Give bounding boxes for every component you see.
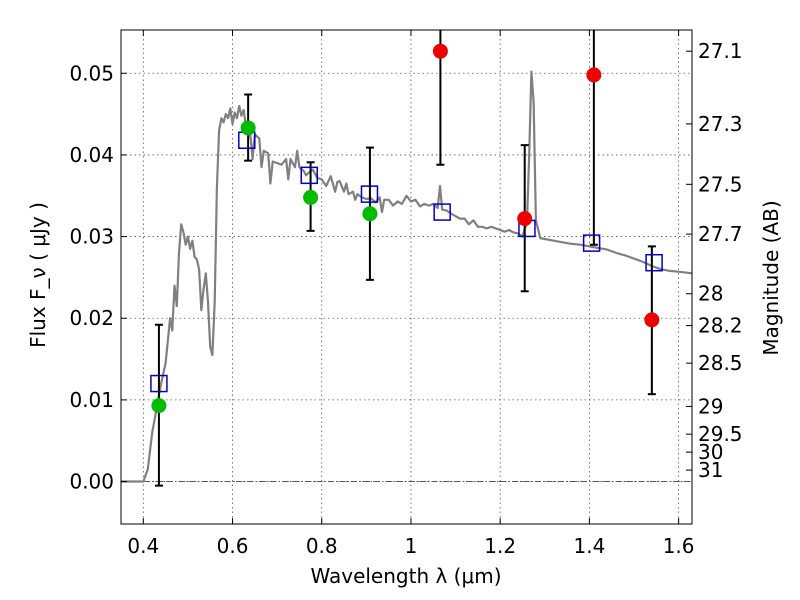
magnitude-tick-label: 31 xyxy=(698,458,723,482)
magnitude-tick-label: 29 xyxy=(698,394,723,418)
x-tick-label: 1.6 xyxy=(663,534,695,558)
observed-flux-marker xyxy=(240,120,256,136)
magnitude-tick-label: 28 xyxy=(698,282,723,306)
magnitude-tick-label: 28.2 xyxy=(698,314,743,338)
x-tick-label: 0.4 xyxy=(127,534,159,558)
x-tick-label: 1 xyxy=(405,534,418,558)
x-tick-label: 0.6 xyxy=(217,534,249,558)
observed-flux-marker xyxy=(151,398,167,414)
y-tick-label: 0.01 xyxy=(69,388,114,412)
model-photometry-marker xyxy=(645,253,663,272)
model-photometry-marker xyxy=(150,374,168,393)
model-photometry-marker xyxy=(582,234,601,252)
model-spectrum-line xyxy=(121,70,693,483)
y-axis-label: Flux F_ν ( μJy ) xyxy=(26,202,50,348)
y-tick-label: 0.00 xyxy=(69,470,114,494)
x-tick-label: 1.2 xyxy=(484,534,516,558)
observed-flux-marker xyxy=(517,211,533,227)
y-tick-label: 0.04 xyxy=(69,143,114,167)
y-tick-label: 0.03 xyxy=(69,225,114,249)
magnitude-tick-label: 27.1 xyxy=(698,39,743,63)
model-spectrum xyxy=(121,70,693,483)
observed-flux-marker xyxy=(362,206,378,222)
plot-frame xyxy=(120,29,693,525)
magnitude-tick-label: 27.5 xyxy=(698,172,743,196)
magnitude-tick-label: 27.7 xyxy=(698,222,743,246)
observed-flux-marker xyxy=(303,189,319,205)
observed-flux-marker xyxy=(432,43,448,59)
x-axis-label: Wavelength λ (μm) xyxy=(310,564,501,588)
x-tick-labels: 0.4 0.6 0.8 1 1.2 1.4 1.6 xyxy=(127,534,694,558)
error-bars xyxy=(154,30,656,487)
observed-flux-marker xyxy=(586,67,602,83)
model-photometry-marker xyxy=(433,203,451,221)
y-tick-label: 0.05 xyxy=(69,61,114,85)
data-markers xyxy=(150,43,663,414)
model-photometry-marker xyxy=(360,185,379,203)
magnitude-tick-label: 27.3 xyxy=(698,112,743,136)
y-tick-labels: 0.00 0.01 0.02 0.03 0.04 0.05 xyxy=(69,61,114,493)
observed-flux-marker xyxy=(644,312,660,328)
magnitude-tick-label: 28.5 xyxy=(698,351,743,375)
x-tick-label: 0.8 xyxy=(306,534,338,558)
y-tick-label: 0.02 xyxy=(69,306,114,330)
x-tick-label: 1.4 xyxy=(573,534,605,558)
axis-ticks xyxy=(121,30,692,524)
magnitude-tick-label: 29.5 xyxy=(698,422,743,446)
y2-axis-label: Magnitude (AB) xyxy=(759,200,783,355)
magnitude-tick-label: 30 xyxy=(698,440,723,464)
model-photometry-marker xyxy=(300,166,319,185)
